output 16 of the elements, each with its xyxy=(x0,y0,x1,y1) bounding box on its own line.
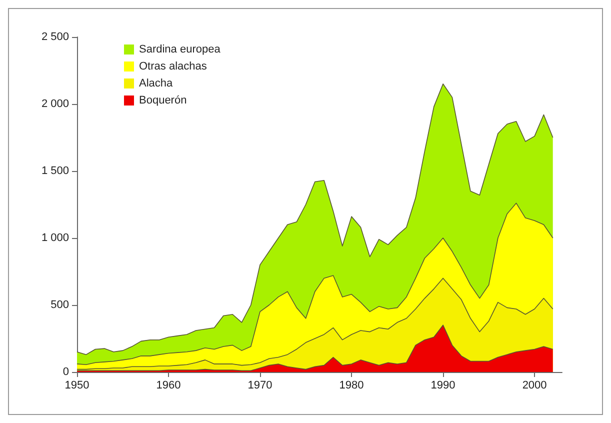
x-tick-label: 1960 xyxy=(156,380,181,392)
x-tick-label: 1990 xyxy=(430,380,456,392)
x-tick-label: 1980 xyxy=(339,380,364,392)
legend-label: Otras alachas xyxy=(139,60,208,72)
y-tick-label: 2 000 xyxy=(41,98,69,110)
x-tick-label: 1970 xyxy=(248,380,272,392)
legend-label: Sardina europea xyxy=(139,44,222,56)
legend-label: Boquerón xyxy=(139,94,187,106)
y-tick-label: 1 500 xyxy=(41,165,69,177)
legend-label: Alacha xyxy=(139,78,174,90)
y-tick-label: 0 xyxy=(62,366,69,378)
x-tick-label: 1950 xyxy=(64,380,90,392)
y-tick-label: 1 000 xyxy=(41,232,69,244)
x-tick-label: 2000 xyxy=(522,380,547,392)
y-tick-label: 2 500 xyxy=(41,31,69,43)
y-tick-label: 500 xyxy=(50,299,69,311)
